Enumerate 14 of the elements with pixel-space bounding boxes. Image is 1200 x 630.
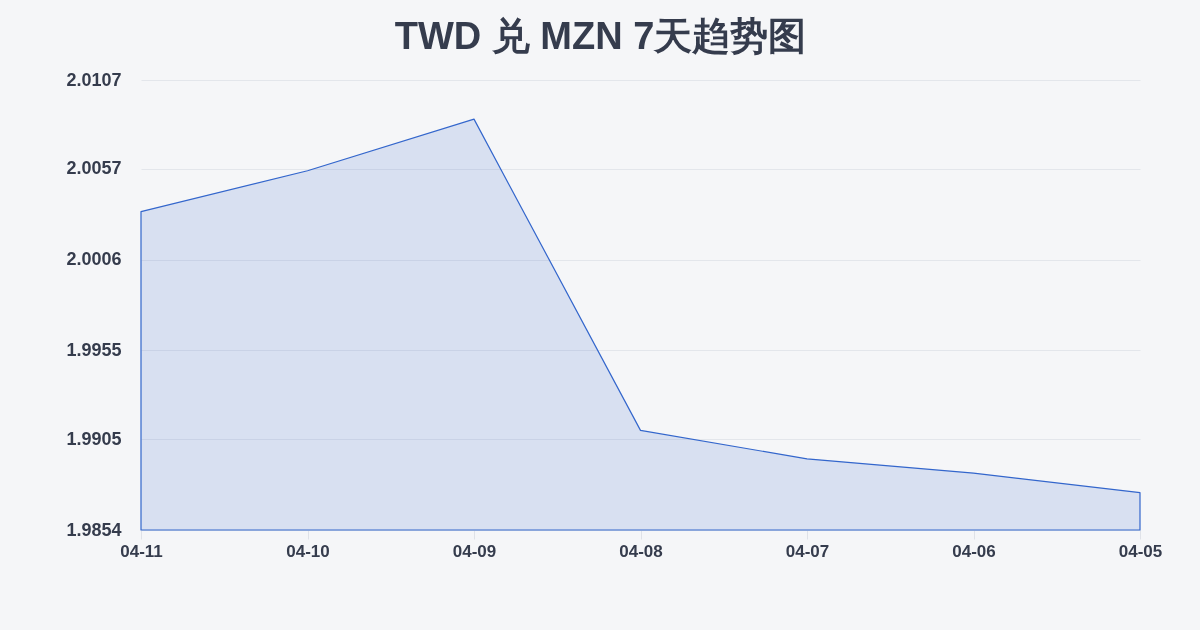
x-tick-label: 04-11 [120, 541, 163, 561]
x-tick-label: 04-08 [619, 541, 663, 561]
y-tick-label: 1.9905 [66, 428, 122, 449]
y-tick-label: 1.9854 [66, 519, 122, 540]
x-tick-label: 04-10 [286, 541, 330, 561]
x-tick-label: 04-09 [452, 541, 497, 561]
y-tick-label: 1.9955 [66, 339, 122, 360]
y-tick-label: 2.0057 [66, 158, 122, 179]
x-tick-label: 04-05 [1118, 541, 1163, 561]
y-tick-label: 2.0107 [66, 69, 122, 90]
y-tick-label: 2.0006 [66, 249, 122, 270]
chart-title: TWD 兑 MZN 7天趋势图 [394, 15, 807, 57]
x-tick-label: 04-06 [952, 541, 996, 561]
x-tick-label: 04-07 [785, 541, 830, 561]
